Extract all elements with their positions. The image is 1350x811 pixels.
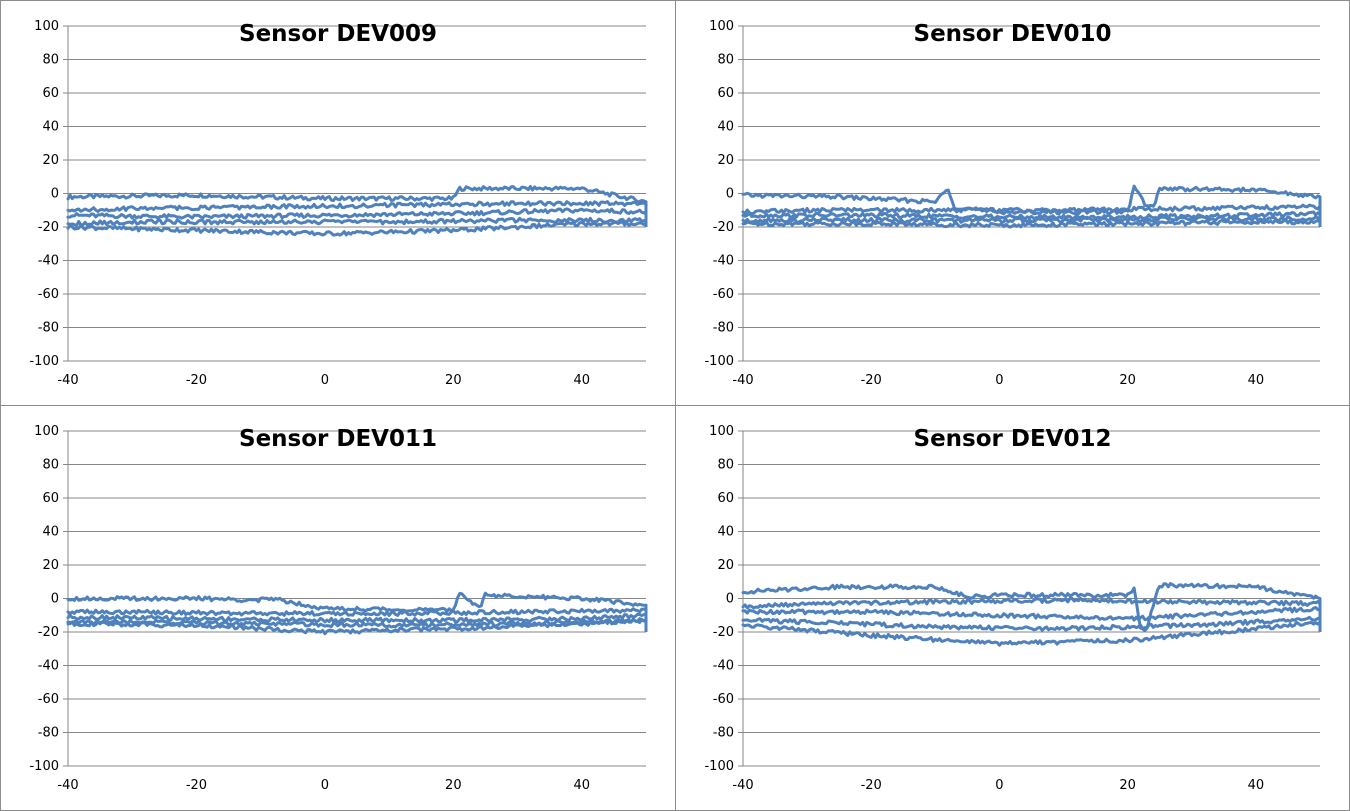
y-tick-label: 20 [717,558,734,573]
series-line [66,220,648,237]
y-tick-label: 100 [709,424,734,439]
series-group [741,184,1322,229]
series-line [741,620,1322,647]
y-tick-label: -100 [29,354,59,369]
y-tick-label: 100 [709,19,734,34]
x-tick-label: -40 [732,778,753,793]
x-tick-label: 20 [1119,778,1136,793]
x-tick-label: -20 [861,373,882,388]
y-tick-label: 20 [42,153,59,168]
y-tick-label: 80 [717,458,734,473]
y-tick-label: 0 [51,187,59,202]
y-tick-label: -20 [713,220,734,235]
y-tick-label: 0 [51,592,59,607]
series-line [66,607,648,617]
y-tick-label: 60 [42,86,59,101]
y-tick-label: 80 [42,458,59,473]
x-tick-label: 20 [1119,373,1136,388]
chart-panel-dev012: 100 80 60 40 20 0 -20 -40 -60 -80 -100 -40 -20 0 20 40 … [675,405,1350,811]
y-tick-label: -80 [713,321,734,336]
series-line [741,606,1322,622]
y-tick-label: 20 [717,153,734,168]
y-tick-label: 80 [717,53,734,68]
y-tick-label: 40 [42,120,59,135]
chart-plot: 100 80 60 40 20 0 -20 -40 -60 -80 -100 -40 -20 0 20 40 [704,19,1322,388]
y-tick-label: -100 [704,354,734,369]
series-line [66,591,648,613]
x-tick-label: 0 [995,778,1003,793]
y-tick-label: 40 [717,120,734,135]
chart-panel-dev011: 100 80 60 40 20 0 -20 -40 -60 -80 -100 -40 -20 0 20 40 … [0,405,676,811]
y-tick-label: 100 [34,424,59,439]
x-tick-label: 0 [321,373,329,388]
y-tick-label: 100 [34,19,59,34]
x-tick-label: 40 [1248,373,1265,388]
x-tick-label: -20 [861,778,882,793]
series-line [741,215,1322,224]
x-tick-label: -20 [186,373,207,388]
series-line [66,618,648,636]
y-tick-label: -60 [713,692,734,707]
x-tick-label: -40 [732,373,753,388]
series-group [741,582,1322,647]
x-tick-label: -20 [186,778,207,793]
x-tick-label: -40 [57,373,78,388]
y-tick-label: -20 [38,625,59,640]
y-tick-label: -60 [38,692,59,707]
y-tick-label: -20 [38,220,59,235]
series-line [66,200,648,213]
series-line [741,582,1322,633]
y-tick-label: -100 [704,759,734,774]
series-line [741,596,1322,610]
series-group [66,591,648,636]
y-tick-label: -40 [713,659,734,674]
x-tick-label: 40 [1248,778,1265,793]
y-tick-label: -40 [38,659,59,674]
series-group [66,185,648,237]
series-line [741,210,1322,221]
chart-plot: 100 80 60 40 20 0 -20 -40 -60 -80 -100 -40 -20 0 20 40 [29,19,648,388]
y-tick-label: -60 [38,287,59,302]
chart-panel-dev010: 100 80 60 40 20 0 -20 -40 -60 -80 -100 -40 -20 0 20 40 … [675,0,1350,406]
series-line [741,203,1322,216]
y-tick-label: -100 [29,759,59,774]
x-tick-label: -40 [57,778,78,793]
y-tick-label: -80 [38,321,59,336]
y-tick-label: 40 [42,525,59,540]
series-line [66,185,648,204]
y-tick-label: 20 [42,558,59,573]
x-tick-label: 20 [445,778,462,793]
y-tick-label: -80 [713,726,734,741]
series-line [741,218,1322,229]
chart-panel-dev009: 100 80 60 40 20 0 -20 -40 -60 -80 -100 -40 -20 0 20 40 … [0,0,676,406]
x-tick-label: 0 [995,373,1003,388]
series-line [66,207,648,220]
y-tick-label: 80 [42,53,59,68]
series-line [66,216,648,227]
y-tick-label: -60 [713,287,734,302]
x-tick-label: 40 [574,373,591,388]
y-tick-label: 60 [717,86,734,101]
x-tick-label: 20 [445,373,462,388]
y-tick-label: 60 [42,491,59,506]
y-tick-label: -80 [38,726,59,741]
x-tick-label: 0 [321,778,329,793]
y-tick-label: -40 [713,254,734,269]
chart-plot: 100 80 60 40 20 0 -20 -40 -60 -80 -100 -40 -20 0 20 40 [29,424,648,793]
y-tick-label: 0 [726,187,734,202]
y-tick-label: 60 [717,491,734,506]
y-tick-label: 40 [717,525,734,540]
y-tick-label: -40 [38,254,59,269]
x-tick-label: 40 [574,778,591,793]
y-tick-label: -20 [713,625,734,640]
chart-plot: 100 80 60 40 20 0 -20 -40 -60 -80 -100 -40 -20 0 20 40 [704,424,1322,793]
y-tick-label: 0 [726,592,734,607]
series-line [741,615,1322,632]
